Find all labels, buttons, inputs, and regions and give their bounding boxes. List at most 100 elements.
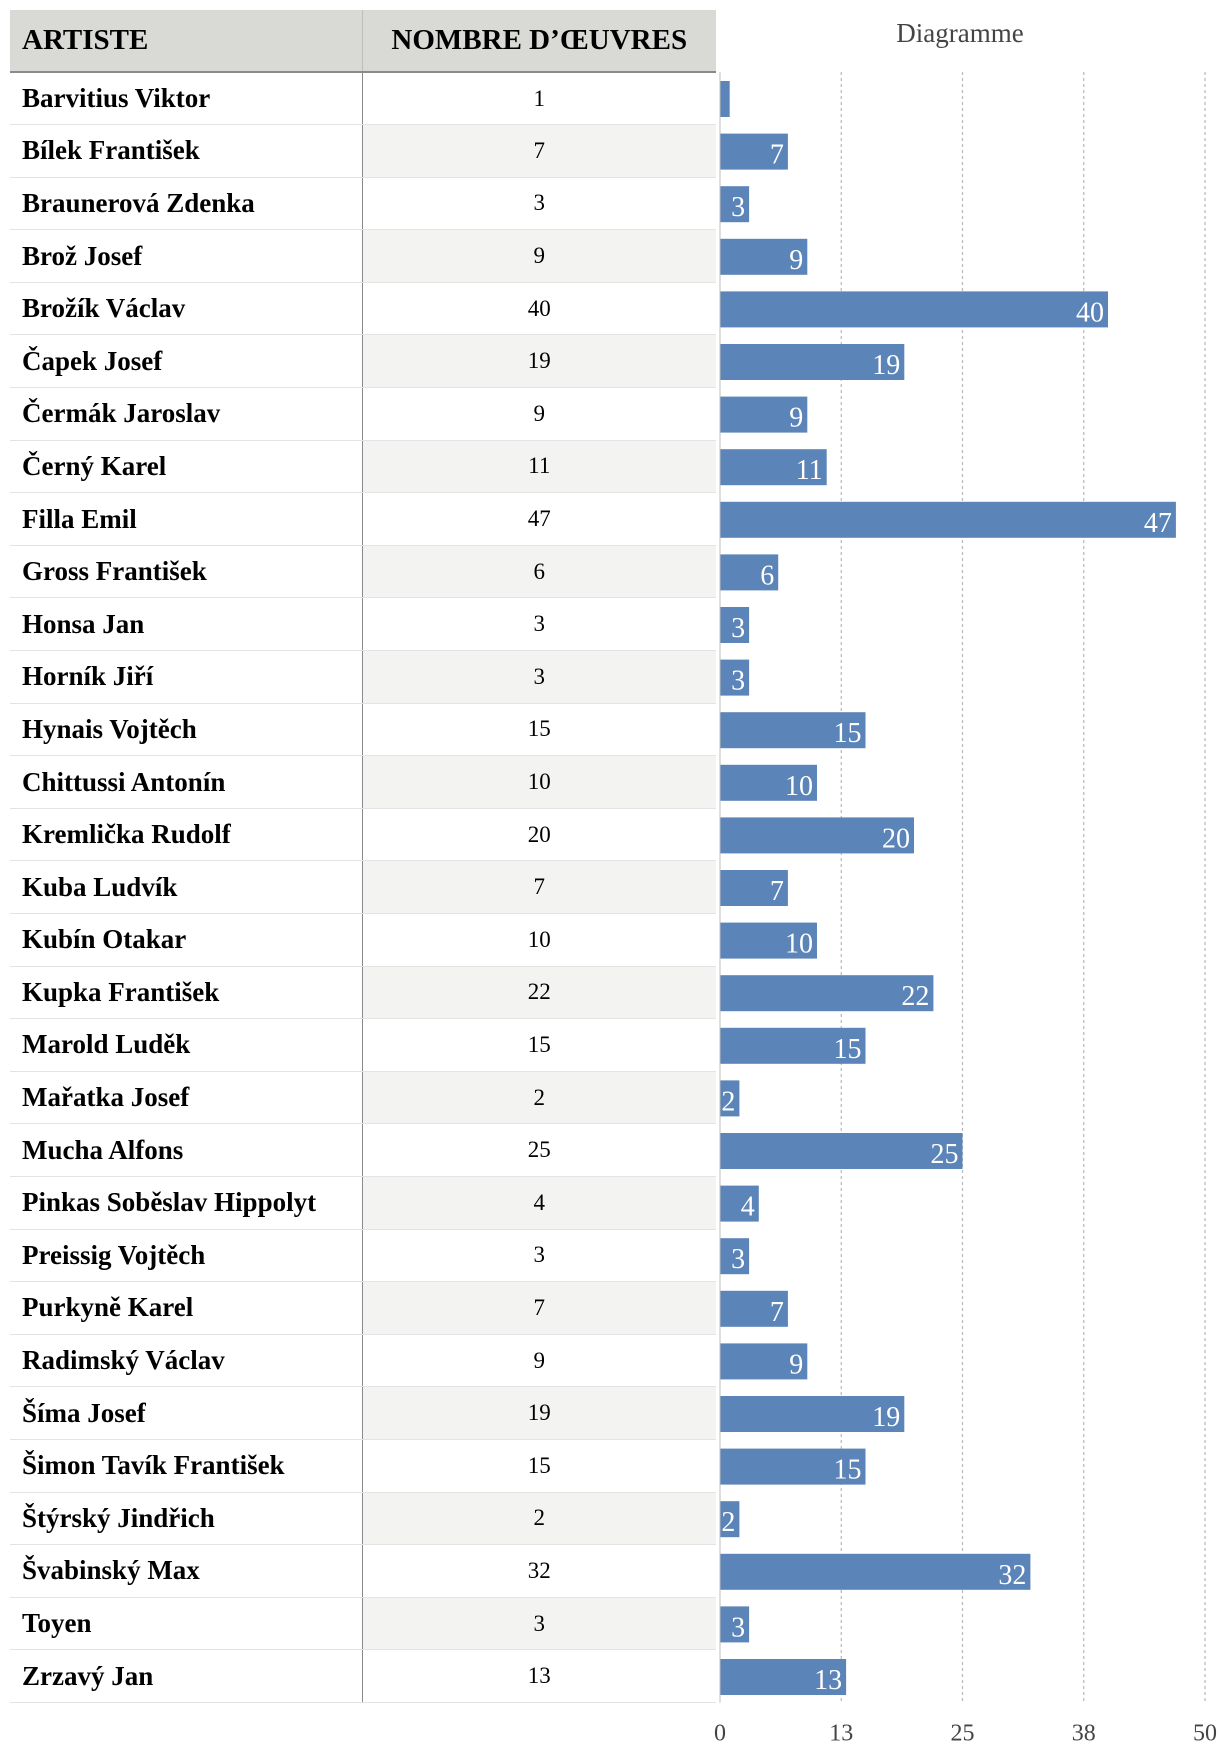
- table-row: Štýrský Jindřich 2: [10, 1492, 716, 1546]
- chart-title: Diagramme: [896, 18, 1023, 48]
- artwork-count: 25: [362, 1123, 716, 1177]
- bar: [720, 1501, 740, 1538]
- bar: [720, 1606, 750, 1643]
- bar: [720, 186, 750, 223]
- artwork-count: 7: [362, 860, 716, 914]
- table-row: Šimon Tavík František 15: [10, 1439, 716, 1493]
- table-row: Filla Emil 47: [10, 492, 716, 546]
- table-row: Kupka František 22: [10, 966, 716, 1020]
- artwork-count: 3: [362, 650, 716, 704]
- bar-value-label: 9: [789, 245, 803, 276]
- table-row: Radimský Václav 9: [10, 1334, 716, 1388]
- bar: [720, 607, 750, 643]
- table-row: Pinkas Soběslav Hippolyt 4: [10, 1176, 716, 1230]
- artist-name: Švabinský Max: [10, 1544, 363, 1598]
- artwork-count: 2: [362, 1071, 716, 1125]
- bar: [720, 396, 808, 433]
- x-tick-label: 50: [1193, 1721, 1217, 1747]
- artist-name: Brožík Václav: [10, 282, 363, 336]
- bar-value-label: 22: [901, 981, 929, 1012]
- artwork-count: 6: [362, 545, 716, 599]
- bar: [720, 501, 1176, 538]
- artist-name: Zrzavý Jan: [10, 1649, 363, 1703]
- artist-name: Čapek Josef: [10, 334, 363, 389]
- bar: [720, 1080, 740, 1117]
- table-header-row: ARTISTE NOMBRE D’ŒUVRES: [10, 10, 716, 73]
- table-row: Kuba Ludvík 7: [10, 860, 716, 914]
- bar-value-label: 7: [770, 876, 784, 907]
- bar: [720, 449, 827, 486]
- table-row: Brož Josef 9: [10, 229, 716, 283]
- artist-name: Černý Karel: [10, 440, 363, 494]
- bar: [720, 1343, 808, 1380]
- artwork-count: 7: [362, 124, 716, 178]
- table-row: Horník Jiří 3: [10, 650, 716, 704]
- table-row: Mucha Alfons 25: [10, 1123, 716, 1177]
- bar-value-label: 4: [741, 1192, 755, 1223]
- artist-name: Hynais Vojtěch: [10, 703, 363, 757]
- artist-name: Šimon Tavík František: [10, 1439, 363, 1493]
- table-row: Kremlička Rudolf 20: [10, 808, 716, 862]
- header-count: NOMBRE D’ŒUVRES: [362, 10, 716, 73]
- artist-name: Kremlička Rudolf: [10, 808, 363, 862]
- bar: [720, 817, 914, 854]
- bar: [720, 1290, 788, 1327]
- artwork-count: 1: [362, 72, 716, 126]
- x-tick-label: 13: [829, 1721, 853, 1747]
- artwork-count: 3: [362, 1597, 716, 1651]
- artwork-count: 3: [362, 177, 716, 231]
- artwork-count: 40: [362, 282, 716, 336]
- bar: [720, 659, 750, 696]
- table-row: Gross František 6: [10, 545, 716, 599]
- bar: [720, 1553, 1031, 1590]
- table-row: Chittussi Antonín 10: [10, 755, 716, 809]
- bar: [720, 1027, 866, 1064]
- x-tick-label: 25: [951, 1721, 975, 1747]
- bar-value-label: 19: [872, 1402, 900, 1433]
- artist-name: Bílek František: [10, 124, 363, 178]
- table-row: Čermák Jaroslav 9: [10, 387, 716, 441]
- bar-value-label: 7: [770, 1297, 784, 1328]
- artist-name: Purkyně Karel: [10, 1281, 363, 1335]
- artwork-count: 10: [362, 755, 716, 809]
- bar: [720, 712, 866, 749]
- artwork-count: 11: [362, 440, 716, 494]
- bar: [720, 291, 1108, 328]
- artist-name: Štýrský Jindřich: [10, 1492, 363, 1546]
- bar-value-label: 40: [1076, 297, 1104, 328]
- table-row: Černý Karel 11: [10, 440, 716, 494]
- bar-value-label: 6: [760, 560, 774, 591]
- table-row: Barvitius Viktor 1: [10, 72, 716, 126]
- artwork-count: 20: [362, 808, 716, 862]
- artist-name: Čermák Jaroslav: [10, 387, 363, 441]
- artist-name: Horník Jiří: [10, 650, 363, 704]
- bar: [720, 1659, 847, 1695]
- bar: [720, 975, 934, 1012]
- bar-value-label: 3: [731, 666, 745, 697]
- bar-value-label: 7: [770, 140, 784, 171]
- table-row: Čapek Josef 19: [10, 334, 716, 389]
- table-row: Mařatka Josef 2: [10, 1071, 716, 1125]
- artwork-count: 15: [362, 1018, 716, 1072]
- bar: [720, 922, 817, 959]
- bar-value-label: 15: [834, 718, 862, 749]
- bar-value-label: 2: [721, 1507, 735, 1538]
- bar: [720, 81, 730, 117]
- bar: [720, 1396, 905, 1432]
- bar-value-label: 25: [931, 1139, 959, 1170]
- table-row: Brožík Václav 40: [10, 282, 716, 336]
- bar-value-label: 3: [731, 1244, 745, 1275]
- bar: [720, 764, 817, 801]
- bar: [720, 1185, 759, 1222]
- artwork-count: 9: [362, 229, 716, 283]
- bar: [720, 870, 788, 906]
- bar: [720, 1238, 750, 1275]
- artist-name: Mucha Alfons: [10, 1123, 363, 1177]
- table-row: Švabinský Max 32: [10, 1544, 716, 1598]
- bar-value-label: 11: [796, 455, 823, 486]
- table-row: Hynais Vojtěch 15: [10, 703, 716, 757]
- artist-name: Toyen: [10, 1597, 363, 1651]
- bar: [720, 1448, 866, 1485]
- bar-value-label: 10: [785, 771, 813, 802]
- artist-name: Brož Josef: [10, 229, 363, 283]
